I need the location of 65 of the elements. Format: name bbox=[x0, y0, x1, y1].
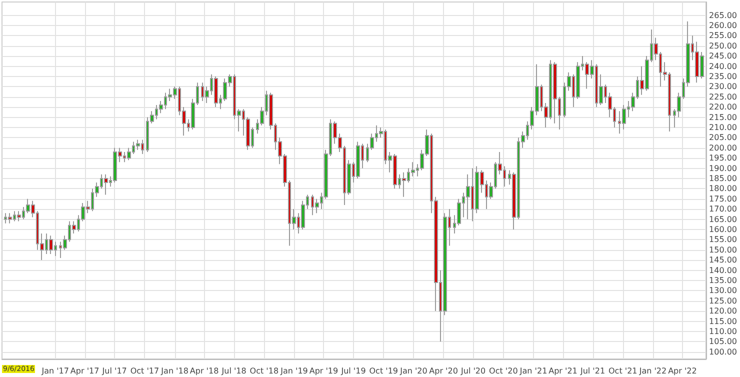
x-tick-label: Jan '22 bbox=[638, 366, 667, 376]
x-tick-label: Jan '20 bbox=[399, 366, 428, 376]
y-tick-label: 105.00 bbox=[709, 337, 738, 346]
x-tick-label: Jul '21 bbox=[579, 366, 606, 376]
y-tick-label: 120.00 bbox=[709, 306, 738, 316]
x-tick-label: Jul '19 bbox=[340, 366, 366, 376]
y-tick-label: 215.00 bbox=[709, 112, 738, 122]
y-tick-label: 150.00 bbox=[709, 245, 738, 254]
x-tick-label: Jan '21 bbox=[518, 366, 548, 376]
x-tick-label: Jul '20 bbox=[460, 366, 486, 376]
y-tick-label: 170.00 bbox=[709, 204, 738, 214]
y-tick-label: 235.00 bbox=[709, 72, 738, 81]
y-tick-label: 200.00 bbox=[709, 143, 738, 152]
x-tick-label: Oct '20 bbox=[489, 366, 518, 376]
x-tick-label: Apr '18 bbox=[190, 366, 219, 376]
x-tick-label: Apr '22 bbox=[668, 366, 697, 376]
x-tick-label: Oct '18 bbox=[250, 366, 279, 376]
y-tick-label: 140.00 bbox=[709, 266, 738, 275]
y-tick-label: 185.00 bbox=[709, 174, 738, 183]
y-tick-label: 225.00 bbox=[709, 92, 738, 102]
candlestick bbox=[49, 235, 53, 254]
y-tick-label: 195.00 bbox=[709, 154, 738, 163]
candlestick bbox=[622, 104, 626, 130]
y-tick-label: 165.00 bbox=[709, 214, 738, 224]
y-tick-label: 155.00 bbox=[709, 235, 738, 244]
y-tick-label: 255.00 bbox=[709, 31, 738, 40]
y-tick-label: 220.00 bbox=[709, 102, 738, 112]
y-tick-label: 110.00 bbox=[709, 326, 738, 336]
y-tick-label: 260.00 bbox=[709, 20, 738, 30]
y-tick-label: 135.00 bbox=[709, 276, 738, 285]
candlestick bbox=[214, 76, 218, 108]
candlestick bbox=[104, 174, 108, 196]
y-tick-label: 180.00 bbox=[709, 184, 738, 194]
y-tick-label: 190.00 bbox=[709, 164, 738, 173]
y-tick-label: 210.00 bbox=[709, 122, 738, 132]
y-tick-label: 160.00 bbox=[709, 224, 738, 234]
x-tick-label: Jul '18 bbox=[220, 366, 246, 376]
y-tick-label: 130.00 bbox=[709, 286, 738, 296]
candlestick bbox=[136, 139, 140, 150]
y-tick-label: 175.00 bbox=[709, 194, 738, 204]
y-tick-label: 115.00 bbox=[709, 316, 738, 326]
candlestick bbox=[8, 212, 12, 224]
y-tick-label: 100.00 bbox=[709, 347, 738, 356]
x-tick-label: Oct '21 bbox=[608, 366, 638, 376]
x-tick-label: Apr '21 bbox=[548, 366, 578, 376]
y-tick-label: 265.00 bbox=[709, 10, 738, 20]
y-tick-label: 145.00 bbox=[709, 256, 738, 265]
x-tick-label: Jan '18 bbox=[160, 366, 188, 376]
x-tick-label: Jan '19 bbox=[280, 366, 308, 376]
y-tick-label: 240.00 bbox=[709, 62, 738, 71]
candlestick bbox=[402, 172, 406, 198]
candlestick bbox=[356, 141, 360, 179]
x-tick-label: Oct '17 bbox=[130, 366, 160, 376]
x-tick-label: Apr '20 bbox=[429, 366, 458, 376]
x-tick-label: Apr '17 bbox=[70, 366, 100, 376]
x-tick-label: Jan '17 bbox=[40, 366, 69, 376]
x-tick-label: Apr '19 bbox=[309, 366, 338, 376]
y-tick-label: 250.00 bbox=[709, 41, 738, 50]
candlestick bbox=[17, 210, 21, 222]
y-tick-label: 125.00 bbox=[709, 296, 738, 306]
y-tick-label: 245.00 bbox=[709, 52, 738, 61]
x-tick-label: Oct '19 bbox=[369, 366, 398, 376]
y-tick-label: 205.00 bbox=[709, 133, 738, 142]
y-tick-label: 230.00 bbox=[709, 82, 738, 92]
x-tick-label: Jul '17 bbox=[101, 366, 127, 376]
